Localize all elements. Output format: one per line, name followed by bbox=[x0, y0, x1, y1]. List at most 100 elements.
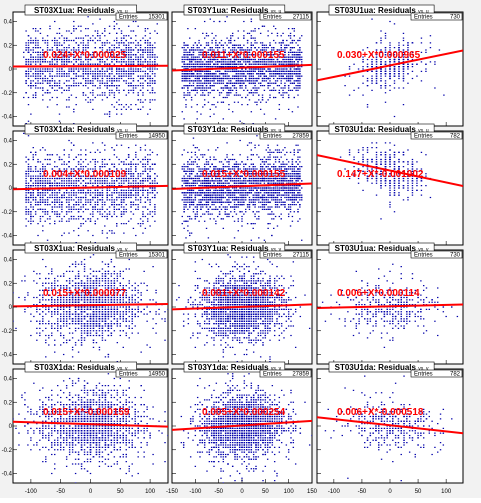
scatter-point bbox=[185, 49, 186, 50]
scatter-point bbox=[154, 76, 155, 77]
scatter-point bbox=[68, 99, 69, 100]
scatter-point bbox=[189, 85, 190, 86]
scatter-point bbox=[133, 68, 134, 69]
scatter-point bbox=[121, 73, 122, 74]
scatter-point bbox=[135, 40, 136, 41]
scatter-point bbox=[87, 73, 88, 74]
scatter-point bbox=[121, 192, 122, 193]
scatter-point bbox=[97, 87, 98, 88]
scatter-point bbox=[135, 164, 136, 165]
scatter-point bbox=[83, 192, 84, 193]
scatter-point bbox=[197, 92, 198, 93]
scatter-point bbox=[126, 223, 127, 224]
scatter-point bbox=[64, 76, 65, 77]
scatter-point bbox=[210, 116, 211, 117]
scatter-point bbox=[92, 183, 93, 184]
scatter-point bbox=[193, 76, 194, 77]
scatter-point bbox=[56, 61, 57, 62]
scatter-point bbox=[152, 73, 153, 74]
scatter-point bbox=[154, 99, 155, 100]
scatter-point bbox=[33, 68, 34, 69]
scatter-point bbox=[30, 85, 31, 86]
scatter-point bbox=[292, 61, 293, 62]
scatter-point bbox=[211, 42, 212, 43]
scatter-point bbox=[35, 176, 36, 177]
scatter-point bbox=[78, 228, 79, 229]
scatter-point bbox=[262, 97, 263, 98]
scatter-point bbox=[281, 71, 282, 72]
scatter-point bbox=[187, 28, 188, 29]
scatter-point bbox=[71, 71, 72, 72]
scatter-point bbox=[254, 40, 255, 41]
scatter-point bbox=[262, 45, 263, 46]
scatter-point bbox=[294, 73, 295, 74]
scatter-point bbox=[28, 214, 29, 215]
scatter-point bbox=[195, 64, 196, 65]
scatter-point bbox=[236, 64, 237, 65]
scatter-point bbox=[269, 45, 270, 46]
scatter-point bbox=[47, 45, 48, 46]
stats-entries-value: 27115 bbox=[293, 15, 310, 21]
scatter-point bbox=[226, 61, 227, 62]
scatter-point bbox=[102, 99, 103, 100]
scatter-point bbox=[213, 104, 214, 105]
scatter-point bbox=[407, 64, 408, 65]
scatter-point bbox=[273, 83, 274, 84]
scatter-point bbox=[106, 233, 107, 234]
scatter-point bbox=[52, 64, 53, 65]
scatter-point bbox=[299, 49, 300, 50]
scatter-point bbox=[394, 76, 395, 77]
scatter-point bbox=[130, 90, 131, 91]
scatter-point bbox=[145, 145, 146, 146]
scatter-point bbox=[147, 49, 148, 50]
scatter-point bbox=[135, 71, 136, 72]
scatter-point bbox=[299, 87, 300, 88]
scatter-point bbox=[398, 66, 399, 67]
scatter-point bbox=[403, 64, 404, 65]
scatter-point bbox=[147, 114, 148, 115]
scatter-point bbox=[206, 71, 207, 72]
scatter-point bbox=[68, 90, 69, 91]
scatter-point bbox=[116, 73, 117, 74]
scatter-point bbox=[290, 57, 291, 58]
scatter-point bbox=[54, 83, 55, 84]
scatter-point bbox=[260, 102, 261, 103]
scatter-point bbox=[80, 83, 81, 84]
scatter-point bbox=[137, 76, 138, 77]
scatter-point bbox=[121, 211, 122, 212]
scatter-point bbox=[83, 71, 84, 72]
scatter-point bbox=[128, 192, 129, 193]
scatter-point bbox=[407, 83, 408, 84]
scatter-point bbox=[49, 218, 50, 219]
scatter-point bbox=[226, 83, 227, 84]
scatter-point bbox=[142, 173, 143, 174]
scatter-point bbox=[232, 111, 233, 112]
scatter-point bbox=[430, 47, 431, 48]
scatter-point bbox=[251, 19, 252, 20]
scatter-point bbox=[102, 61, 103, 62]
scatter-point bbox=[68, 71, 69, 72]
scatter-point bbox=[137, 68, 138, 69]
scatter-point bbox=[380, 38, 381, 39]
scatter-point bbox=[147, 168, 148, 169]
scatter-point bbox=[73, 30, 74, 31]
scatter-point bbox=[35, 83, 36, 84]
scatter-point bbox=[254, 80, 255, 81]
scatter-point bbox=[75, 42, 76, 43]
scatter-point bbox=[130, 206, 131, 207]
scatter-point bbox=[154, 42, 155, 43]
scatter-point bbox=[249, 92, 250, 93]
scatter-point bbox=[189, 78, 190, 79]
scatter-point bbox=[154, 73, 155, 74]
scatter-point bbox=[198, 64, 199, 65]
scatter-point bbox=[87, 61, 88, 62]
scatter-point bbox=[200, 45, 201, 46]
scatter-point bbox=[56, 45, 57, 46]
scatter-point bbox=[99, 35, 100, 36]
scatter-point bbox=[288, 54, 289, 55]
scatter-point bbox=[299, 73, 300, 74]
scatter-point bbox=[198, 87, 199, 88]
scatter-point bbox=[249, 64, 250, 65]
scatter-point bbox=[221, 45, 222, 46]
